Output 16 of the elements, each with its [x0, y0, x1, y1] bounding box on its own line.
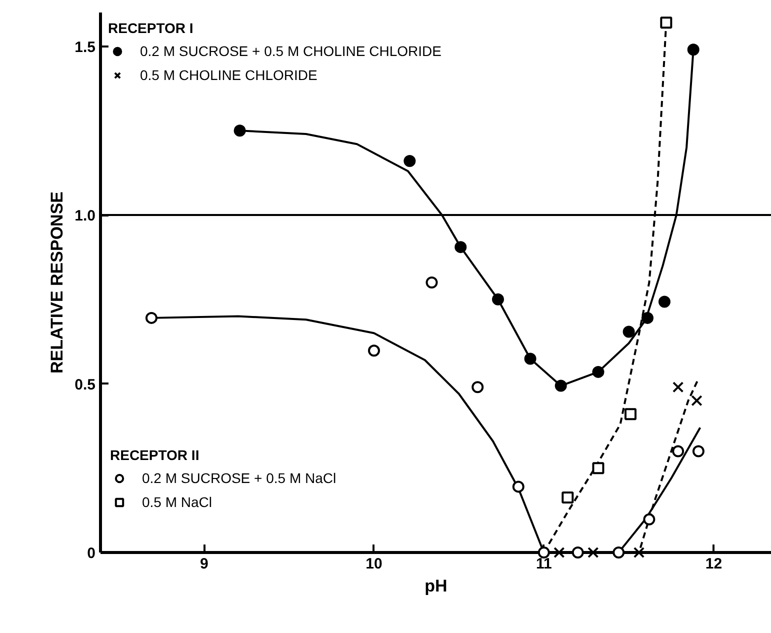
legend-label: 0.2 M SUCROSE + 0.5 M CHOLINE CHLORIDE	[140, 43, 442, 59]
y-tick-label: 1.5	[74, 38, 96, 56]
legend-label: 0.5 M CHOLINE CHLORIDE	[140, 67, 318, 83]
annotation: RECEPTOR II	[110, 447, 200, 463]
x-axis-title: pH	[424, 576, 448, 596]
x-tick-label: 10	[366, 556, 382, 572]
x-tick-label: 9	[200, 556, 208, 572]
x-tick-label: 12	[705, 556, 722, 572]
annotation: RECEPTOR I	[108, 20, 194, 36]
y-tick-label: 0.5	[74, 376, 96, 394]
y-axis-title: RELATIVE RESPONSE	[48, 191, 67, 374]
legend-label: 0.2 M SUCROSE + 0.5 M NaCl	[142, 470, 336, 486]
x-tick-label: 11	[536, 556, 552, 572]
legend-label: 0.5 M NaCl	[142, 494, 212, 510]
y-tick-label: 1.0	[74, 208, 96, 224]
y-tick-label: 0	[87, 545, 96, 562]
